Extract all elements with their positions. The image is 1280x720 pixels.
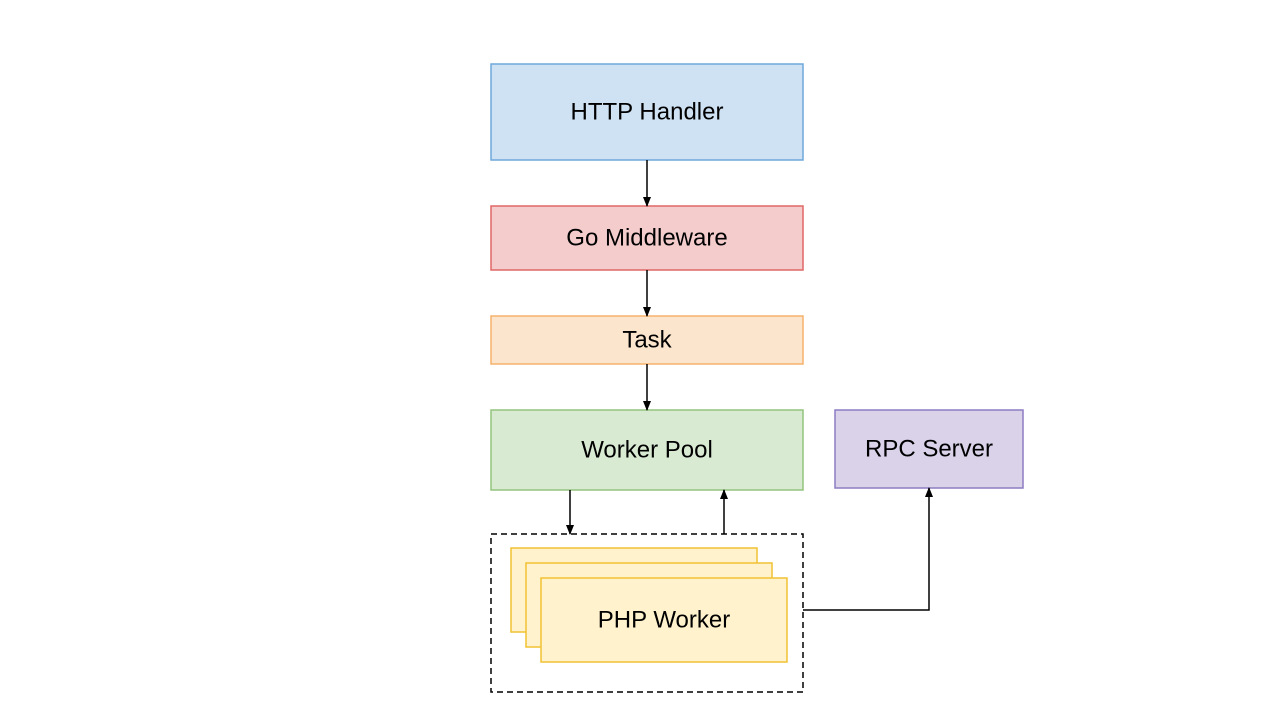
node-go-middleware: Go Middleware	[491, 206, 803, 270]
task-label: Task	[622, 326, 672, 353]
node-php-worker-stack: PHP Worker	[511, 548, 787, 662]
node-rpc-server: RPC Server	[835, 410, 1023, 488]
node-worker-pool: Worker Pool	[491, 410, 803, 490]
worker-pool-label: Worker Pool	[581, 436, 713, 463]
http-handler-label: HTTP Handler	[571, 98, 724, 125]
node-task: Task	[491, 316, 803, 364]
node-http-handler: HTTP Handler	[491, 64, 803, 160]
architecture-diagram: HTTP Handler Go Middleware Task Worker P…	[0, 0, 1280, 720]
edge-php_worker-rpc_server	[803, 488, 929, 610]
go-middleware-label: Go Middleware	[566, 224, 727, 251]
rpc-server-label: RPC Server	[865, 435, 993, 462]
php-worker-label: PHP Worker	[598, 606, 730, 633]
